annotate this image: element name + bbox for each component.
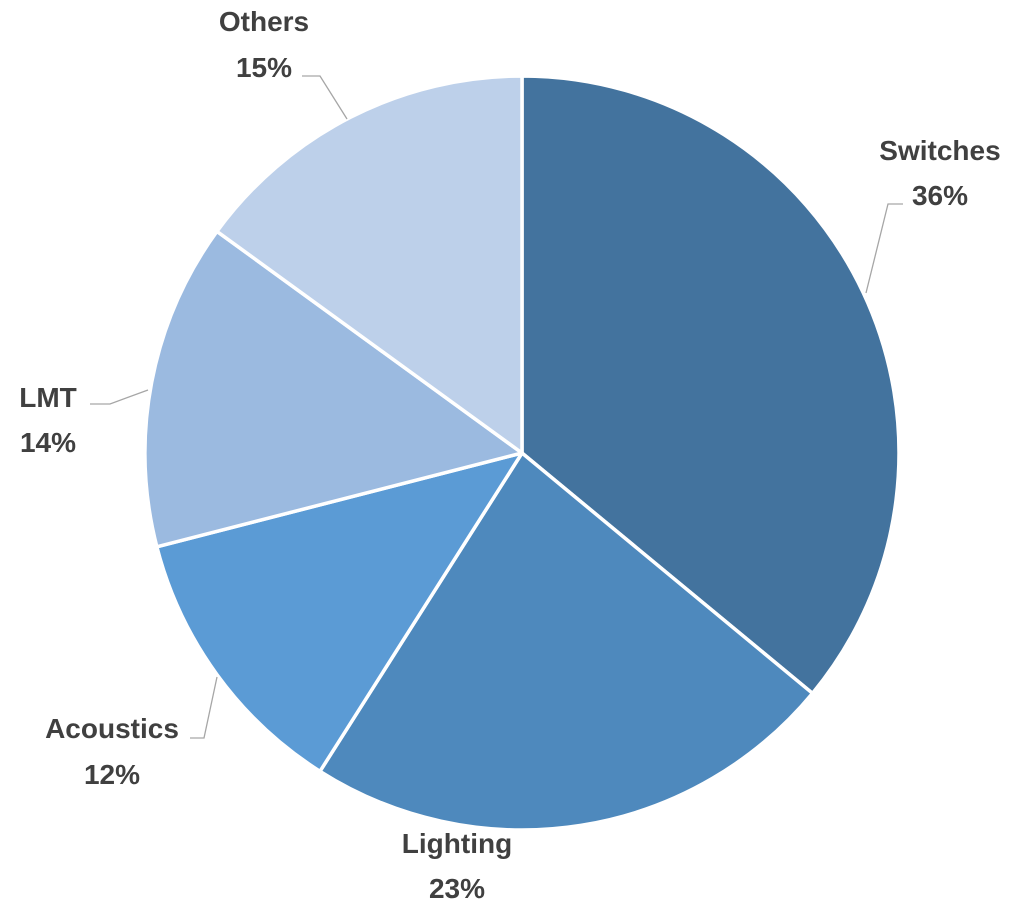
pie-slices xyxy=(143,74,901,832)
value-switches: 36% xyxy=(912,180,968,211)
label-lmt: LMT xyxy=(19,382,77,413)
pie-slice-others xyxy=(215,74,524,455)
leader-line-acoustics xyxy=(190,676,218,739)
leader-line-switches xyxy=(865,203,903,294)
pie-slice-acoustics xyxy=(155,451,524,774)
pie-slice-switches xyxy=(520,74,901,696)
label-acoustics: Acoustics xyxy=(45,713,179,744)
pie-slice-lmt xyxy=(143,229,524,549)
value-others: 15% xyxy=(236,52,292,83)
leader-line-others xyxy=(302,75,348,120)
value-acoustics: 12% xyxy=(84,759,140,790)
label-others: Others xyxy=(219,6,309,37)
leader-line-lmt xyxy=(90,389,149,405)
value-lmt: 14% xyxy=(20,427,76,458)
slice-labels: Switches 36% Lighting 23% Acoustics 12% … xyxy=(19,6,1000,904)
value-lighting: 23% xyxy=(429,873,485,904)
pie-slice-lighting xyxy=(318,451,815,832)
label-switches: Switches xyxy=(879,135,1000,166)
leader-lines xyxy=(90,75,903,739)
label-lighting: Lighting xyxy=(402,828,512,859)
